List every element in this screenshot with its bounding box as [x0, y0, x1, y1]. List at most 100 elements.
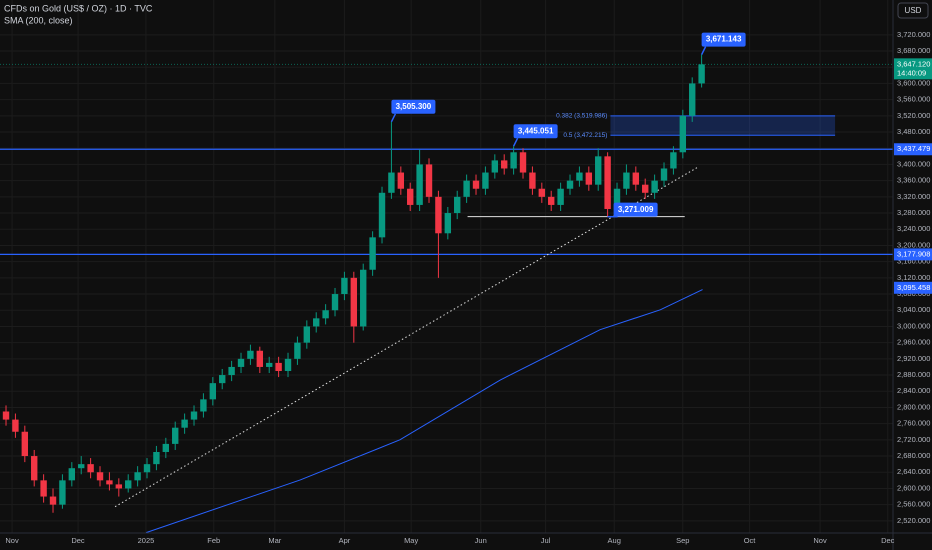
y-tick-label: 2,600.000 — [897, 483, 930, 492]
candle-body — [510, 152, 517, 169]
candle-body — [529, 172, 536, 189]
candle-body — [670, 152, 677, 169]
candle-body — [219, 375, 226, 384]
callout-label: 3,271.009 — [618, 205, 654, 214]
candle-body — [557, 188, 564, 205]
y-tick-label: 2,920.000 — [897, 354, 930, 363]
x-tick-label: Feb — [207, 536, 220, 545]
callout-pointer — [512, 137, 519, 147]
candle-body — [698, 64, 705, 84]
candle-body — [566, 180, 574, 189]
candle-body — [96, 472, 104, 481]
candle-body — [59, 480, 66, 505]
y-tick-label: 3,560.000 — [897, 95, 930, 104]
countdown-label: 14:40:09 — [897, 68, 926, 77]
y-tick-label: 3,120.000 — [897, 273, 930, 282]
axis: 2,520.000 2,560.000 2,600.000 2,640.000 2,68… — [5, 30, 932, 545]
candle-body — [2, 411, 10, 420]
y-tick-label: 3,600.000 — [897, 78, 930, 87]
candle-body — [444, 213, 452, 234]
y-tick-label: 2,960.000 — [897, 338, 930, 347]
y-tick-label: 3,400.000 — [897, 159, 930, 168]
candle-body — [125, 480, 132, 489]
candle-body — [388, 172, 395, 193]
x-tick-label: Jul — [541, 536, 551, 545]
candle-body — [482, 172, 489, 189]
x-tick-label: Oct — [744, 536, 757, 545]
candle-body — [162, 443, 170, 452]
plot: 0.382 (3,519.986) 0.5 (3,472.215) 3,505.30… — [0, 32, 893, 534]
candle-body — [548, 196, 555, 205]
candle-body — [407, 188, 414, 205]
candle-body — [435, 196, 442, 234]
x-tick-label: Jun — [475, 536, 487, 545]
candle-body — [397, 172, 405, 189]
y-tick-label: 3,160.000 — [897, 257, 930, 266]
candle-body — [425, 164, 433, 197]
y-tick-label: 3,200.000 — [897, 240, 930, 249]
y-tick-label: 3,520.000 — [897, 111, 930, 120]
candle-body — [78, 464, 85, 469]
candle-body — [237, 358, 245, 367]
candle-body — [679, 115, 687, 153]
y-tick-label: 2,800.000 — [897, 402, 930, 411]
y-tick-label: 3,720.000 — [897, 30, 930, 39]
callout-pointer — [390, 113, 397, 123]
currency[interactable]: USD — [905, 6, 922, 15]
candle-body — [472, 180, 480, 189]
x-tick-label: 2025 — [138, 536, 155, 545]
callout-box — [701, 32, 746, 47]
callout-pointer — [700, 46, 707, 55]
candle-body — [604, 156, 611, 209]
candle-body — [284, 358, 292, 371]
candle-body — [501, 160, 508, 169]
sma-badge-label: 3,095.458 — [897, 283, 930, 292]
candle-body — [209, 383, 217, 400]
candle-body — [454, 196, 461, 214]
candle-body — [275, 362, 282, 371]
fib-zone — [610, 115, 836, 136]
sma-line — [145, 289, 703, 534]
level-badge-label: 3,437.479 — [897, 144, 930, 153]
y-tick-label: 2,720.000 — [897, 435, 930, 444]
callout-box — [513, 124, 558, 139]
candle-body — [134, 472, 141, 481]
candle-body — [642, 184, 649, 193]
candle-body — [613, 188, 621, 209]
candle-body — [106, 480, 113, 485]
candle-body — [87, 464, 94, 473]
candle-body — [313, 318, 320, 327]
candle-body — [247, 350, 254, 359]
chart-title: CFDs on Gold (US$ / OZ) · 1D · TVC — [4, 3, 153, 13]
x-tick-label: Nov — [813, 536, 827, 545]
currency-button[interactable] — [897, 2, 929, 19]
candle-body — [172, 427, 179, 444]
candle-body — [369, 237, 376, 270]
candle-body — [190, 411, 198, 420]
candle-body — [463, 180, 470, 197]
candle-body — [341, 277, 348, 295]
y-tick-label: 2,680.000 — [897, 451, 930, 460]
candle-body — [660, 168, 668, 181]
y-tick-label: 2,880.000 — [897, 370, 930, 379]
candle-body — [595, 156, 602, 185]
x-tick-label: Mar — [268, 536, 281, 545]
callout-label: 3,505.300 — [396, 102, 432, 111]
callout-label: 3,671.143 — [706, 35, 742, 44]
candle-body — [256, 350, 264, 367]
x-tick-label: Sep — [676, 536, 689, 545]
fib-label: 0.382 (3,519.986) — [556, 113, 607, 120]
x-tick-label: Apr — [339, 536, 351, 545]
candle-body — [181, 419, 188, 428]
level-badge — [894, 143, 932, 156]
candle-body — [350, 277, 358, 327]
candle-body — [40, 480, 47, 497]
candle-body — [331, 294, 339, 311]
candle-body — [266, 362, 273, 367]
candle-body — [21, 431, 29, 457]
y-tick-label: 3,240.000 — [897, 224, 930, 233]
callout-box — [391, 99, 436, 114]
